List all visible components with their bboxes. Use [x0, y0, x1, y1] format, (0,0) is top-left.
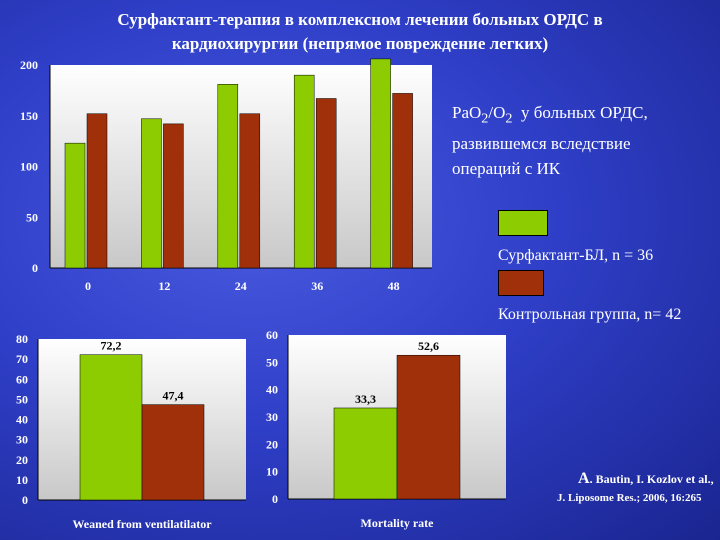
legend-label-control: Контрольная группа, n= 42 [498, 306, 682, 323]
pao2-bar-s1-0 [64, 142, 86, 269]
pao2-bar-s1-2 [217, 84, 239, 269]
mortality-ytick-label: 40 [266, 383, 278, 397]
pao2-ytick-label: 0 [32, 261, 38, 275]
mortality-ytick-label: 30 [266, 410, 278, 424]
weaned-x-axis-label: Weaned from ventilatilator [72, 517, 212, 531]
legend-label-surfactant: Сурфактант-БЛ, n = 36 [498, 247, 654, 264]
weaned-bar-s1-0 [79, 354, 143, 501]
citation-authors: A. Bautin, I. Kozlov et al., [578, 470, 714, 487]
pao2-xtick-label: 48 [388, 279, 400, 293]
pao2-bar-s2-3 [315, 98, 337, 269]
mortality-ytick-label: 60 [266, 328, 278, 342]
legend-swatch-control [498, 270, 544, 296]
pao2-ytick-label: 100 [20, 160, 38, 174]
mortality-x-axis-label: Mortality rate [361, 516, 435, 530]
pao2-bar-s1-1 [141, 118, 162, 269]
weaned-ytick-label: 30 [16, 433, 28, 447]
pao2-bar-s2-2 [239, 113, 261, 269]
annotation-line-2: развившемся вследствие [452, 134, 631, 154]
pao2-bar-s2-0 [86, 113, 108, 269]
mortality-data-label-1: 33,3 [355, 392, 376, 406]
mortality-ytick-label: 10 [266, 465, 278, 479]
weaned-bar-s2-0 [141, 404, 205, 501]
mortality-bar-s2-0 [396, 354, 461, 500]
title-line-2: кардиохирургии (непрямое повреждение лег… [171, 34, 549, 53]
pao2-bar-chart: 0 50 100 150 200 0 12 24 36 48 [20, 58, 432, 293]
pao2-bar-s2-4 [392, 93, 413, 269]
mortality-data-label-2: 52,6 [418, 339, 439, 353]
weaned-data-label-1: 72,2 [101, 339, 122, 353]
weaned-ytick-label: 0 [22, 493, 28, 507]
legend-swatch-surfactant [498, 210, 548, 236]
pao2-ytick-label: 150 [20, 109, 38, 123]
title-line-1: Сурфактант-терапия в комплексном лечении… [117, 10, 603, 29]
mortality-ytick-label: 20 [266, 437, 278, 451]
pao2-ytick-label: 200 [20, 58, 38, 72]
pao2-ratio-annotation: PaO2/O2 у больных ОРДС, развившемся всле… [452, 100, 712, 181]
mortality-ytick-label: 50 [266, 355, 278, 369]
weaned-ytick-label: 60 [16, 372, 28, 386]
weaned-ytick-label: 10 [16, 473, 28, 487]
pao2-ytick-label: 50 [26, 210, 38, 224]
mortality-bar-chart: 0 10 20 30 40 50 60 33,3 52,6 Mortality rate [266, 328, 506, 530]
citation-journal: J. Liposome Res.; 2006, 16:265 [557, 492, 702, 504]
pao2-bar-s1-3 [293, 74, 315, 269]
weaned-ytick-label: 80 [16, 332, 28, 346]
mortality-bar-s1-0 [333, 407, 398, 500]
slide-title: Сурфактант-терапия в комплексном лечении… [40, 8, 680, 56]
pao2-xtick-label: 24 [235, 279, 247, 293]
pao2-xtick-label: 12 [158, 279, 170, 293]
weaned-bar-chart: 0 10 20 30 40 50 60 70 80 72,2 47,4 Weaned from ven… [16, 332, 246, 531]
annotation-line-1: PaO2/O2 у больных ОРДС, [452, 103, 648, 127]
pao2-xtick-label: 36 [311, 279, 323, 293]
weaned-ytick-label: 50 [16, 392, 28, 406]
weaned-ytick-label: 40 [16, 413, 28, 427]
mortality-ytick-label: 0 [272, 492, 278, 506]
annotation-line-3: операций с ИК [452, 159, 561, 179]
weaned-ytick-label: 20 [16, 453, 28, 467]
weaned-data-label-2: 47,4 [163, 389, 184, 403]
pao2-xtick-label: 0 [85, 279, 91, 293]
weaned-ytick-label: 70 [16, 352, 28, 366]
pao2-bar-s1-4 [370, 58, 391, 269]
pao2-bar-s2-1 [163, 123, 184, 269]
